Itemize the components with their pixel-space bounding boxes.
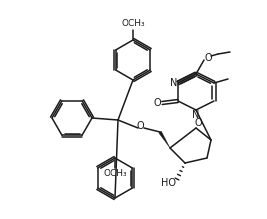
- Text: O: O: [136, 121, 144, 131]
- Text: N: N: [170, 78, 178, 88]
- Polygon shape: [159, 131, 170, 148]
- Text: O: O: [204, 53, 212, 63]
- Text: N: N: [192, 110, 200, 120]
- Text: HO: HO: [162, 178, 176, 188]
- Text: OCH₃: OCH₃: [103, 170, 127, 178]
- Text: OCH₃: OCH₃: [121, 19, 145, 28]
- Text: O: O: [194, 118, 202, 128]
- Text: O: O: [153, 98, 161, 108]
